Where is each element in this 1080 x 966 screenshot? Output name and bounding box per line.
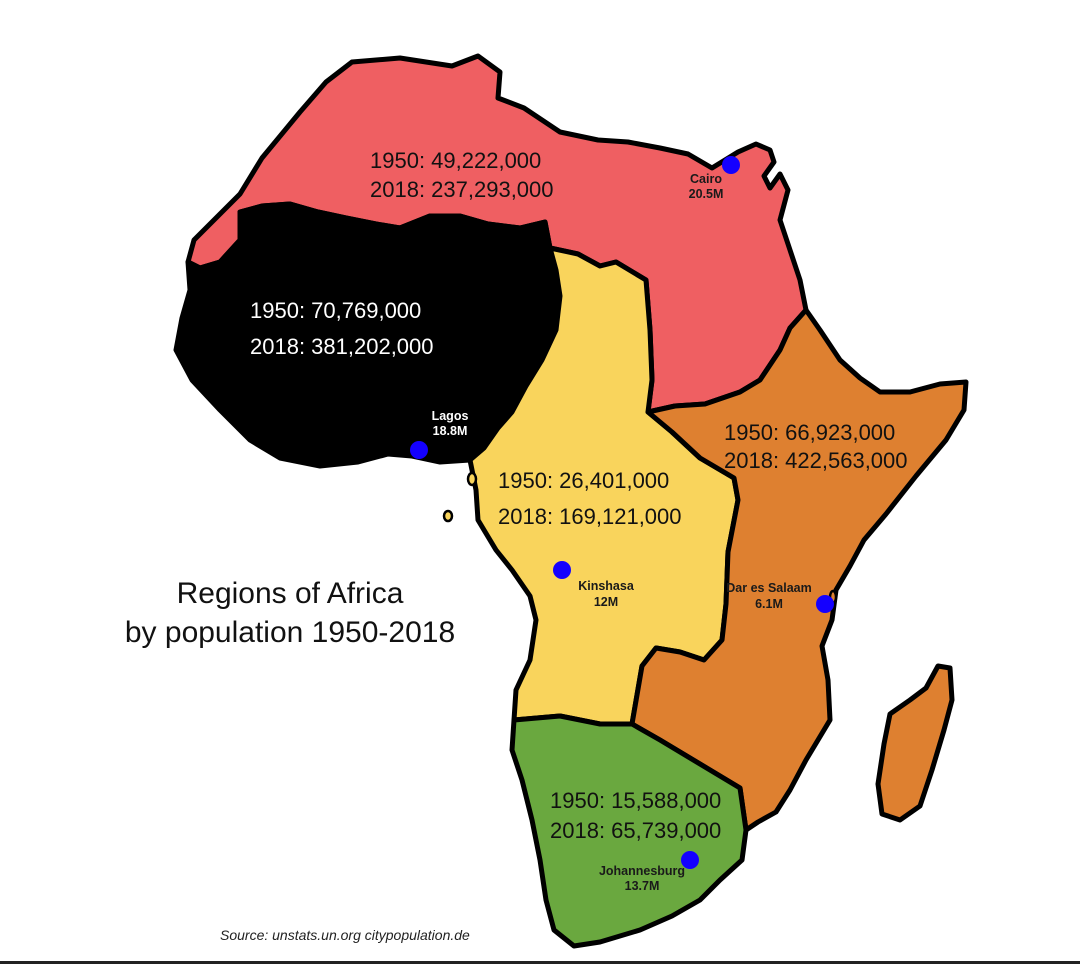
west-pop-2018: 2018: 381,202,000 [250,334,434,359]
city-name-cairo: Cairo [690,172,722,186]
region-southern-africa [509,713,749,949]
city-pop-kinshasa: 12M [594,595,618,609]
central-pop-1950: 1950: 26,401,000 [498,468,669,493]
city-pop-lagos: 18.8M [433,424,468,438]
north-pop-1950: 1950: 49,222,000 [370,148,541,173]
city-pop-johannesburg: 13.7M [625,879,660,893]
island-bioko [466,471,478,487]
central-pop-2018: 2018: 169,121,000 [498,504,682,529]
source-caption: Source: unstats.un.org citypopulation.de [220,927,470,943]
city-name-johannesburg: Johannesburg [599,864,685,878]
west-pop-1950: 1950: 70,769,000 [250,298,421,323]
madagascar-island [875,663,955,823]
city-dot-kinshasa [553,561,571,579]
city-name-kinshasa: Kinshasa [578,579,635,593]
north-pop-2018: 2018: 237,293,000 [370,177,554,202]
city-dot-cairo [722,156,740,174]
city-pop-dar-es-salaam: 6.1M [755,597,783,611]
city-name-dar-es-salaam: Dar es Salaam [726,581,811,595]
south-pop-2018: 2018: 65,739,000 [550,818,721,843]
city-name-lagos: Lagos [432,409,469,423]
east-pop-1950: 1950: 66,923,000 [724,420,895,445]
city-pop-cairo: 20.5M [689,187,724,201]
city-dot-lagos [410,441,428,459]
city-dot-dar-es-salaam [816,595,834,613]
map-title-line-2: by population 1950-2018 [125,616,455,649]
east-pop-2018: 2018: 422,563,000 [724,448,908,473]
island-sao-tome [442,509,454,523]
bottom-border [0,961,1080,964]
city-dot-johannesburg [681,851,699,869]
region-east-africa [629,307,969,833]
south-pop-1950: 1950: 15,588,000 [550,788,721,813]
map-title-line-1: Regions of Africa [177,577,404,610]
